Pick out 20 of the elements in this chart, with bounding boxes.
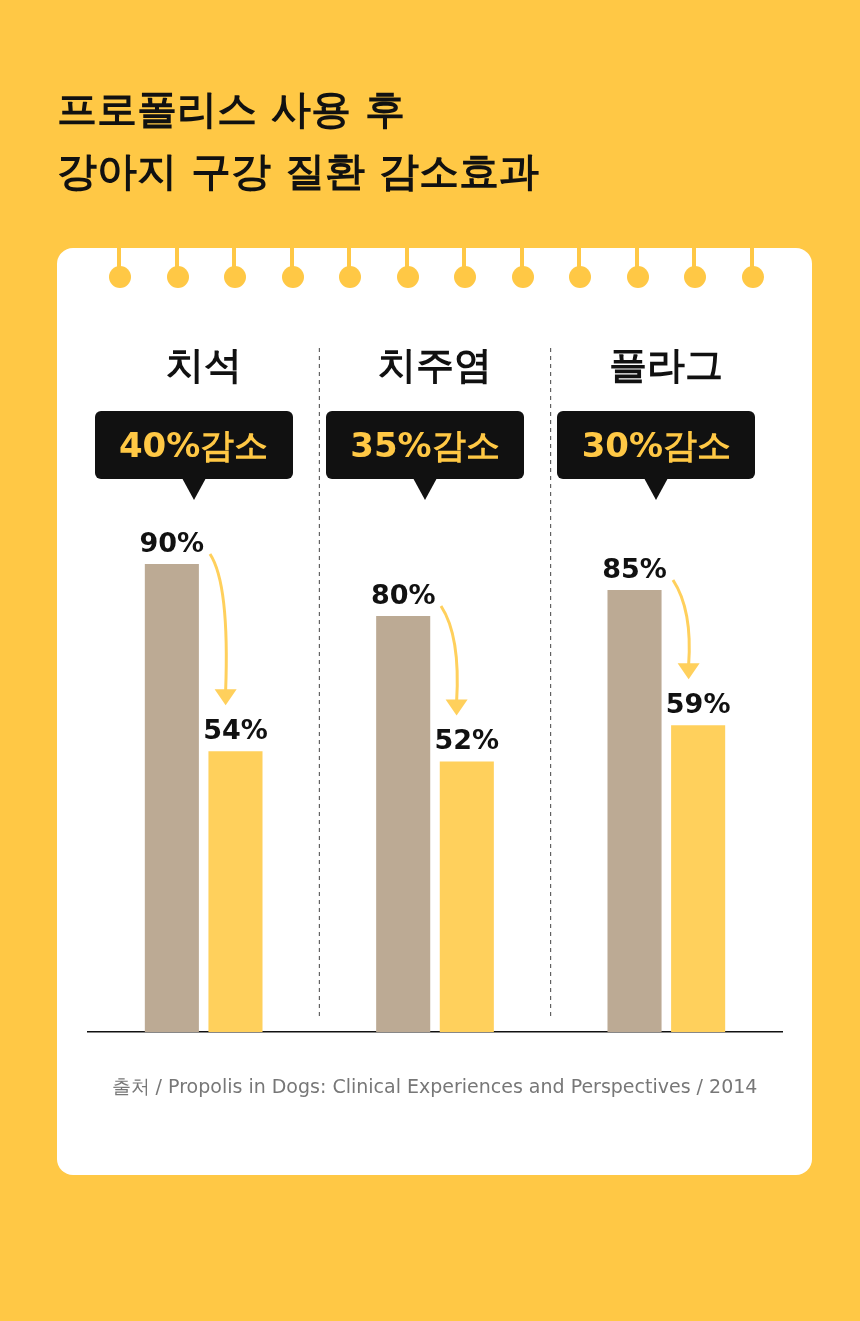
text: 40%감소 [94, 411, 293, 479]
data-label: 90% [139, 526, 205, 558]
data-label: 80% [370, 578, 436, 610]
chart-title: 프로폴리스 사용 후 강아지 구강 질환 감소효과 [57, 85, 539, 196]
x-tick-label: 치주염 [377, 342, 493, 389]
bar [208, 751, 263, 1032]
data-label: 54% [203, 713, 268, 745]
text: 30%감소 [557, 411, 756, 479]
bar [376, 616, 431, 1032]
text: 35%감소 [326, 411, 524, 479]
bar [144, 564, 199, 1032]
bar [439, 761, 494, 1032]
bar [607, 590, 662, 1032]
data-label: 85% [602, 552, 667, 584]
data-label: 52% [434, 724, 500, 756]
source-note: 출처 / Propolis in Dogs: Clinical Experiences and Perspectives / 2014 [110, 1074, 759, 1099]
data-label: 59% [665, 687, 731, 719]
x-tick-label: 플라그 [608, 342, 725, 389]
x-tick-label: 치석 [164, 342, 243, 389]
bar [671, 725, 726, 1032]
